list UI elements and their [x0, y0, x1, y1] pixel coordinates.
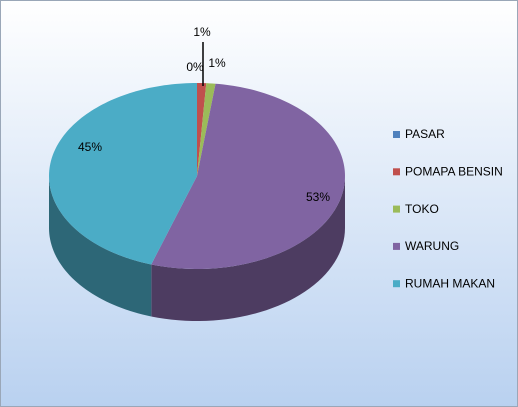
pie: 0% 1% 1% 53% 45%: [49, 25, 345, 321]
legend-label: RUMAH MAKAN: [405, 276, 495, 290]
data-label: 45%: [78, 140, 102, 154]
pie-slice: [49, 83, 197, 265]
pie-slice-side: [49, 176, 152, 317]
legend-swatch: [393, 205, 400, 213]
legend-label: TOKO: [405, 202, 439, 216]
data-label: 1%: [208, 56, 226, 70]
legend: PASAR POMAPA BENSIN TOKO WARUNG RUMAH MAKAN: [393, 127, 503, 290]
legend-label: WARUNG: [405, 239, 459, 253]
legend-swatch: [393, 168, 400, 176]
pie-slice: [151, 83, 345, 269]
legend-swatch: [393, 280, 400, 288]
data-label: 53%: [306, 190, 330, 204]
pie-slice-side: [151, 176, 345, 321]
legend-swatch: [393, 242, 400, 250]
data-label: 1%: [193, 25, 211, 39]
data-label: 0%: [186, 60, 204, 74]
legend-swatch: [393, 131, 400, 138]
pie-slice: [197, 83, 207, 176]
legend-label: PASAR: [405, 127, 445, 141]
pie-slice: [197, 83, 216, 176]
legend-label: POMAPA BENSIN: [405, 164, 503, 178]
